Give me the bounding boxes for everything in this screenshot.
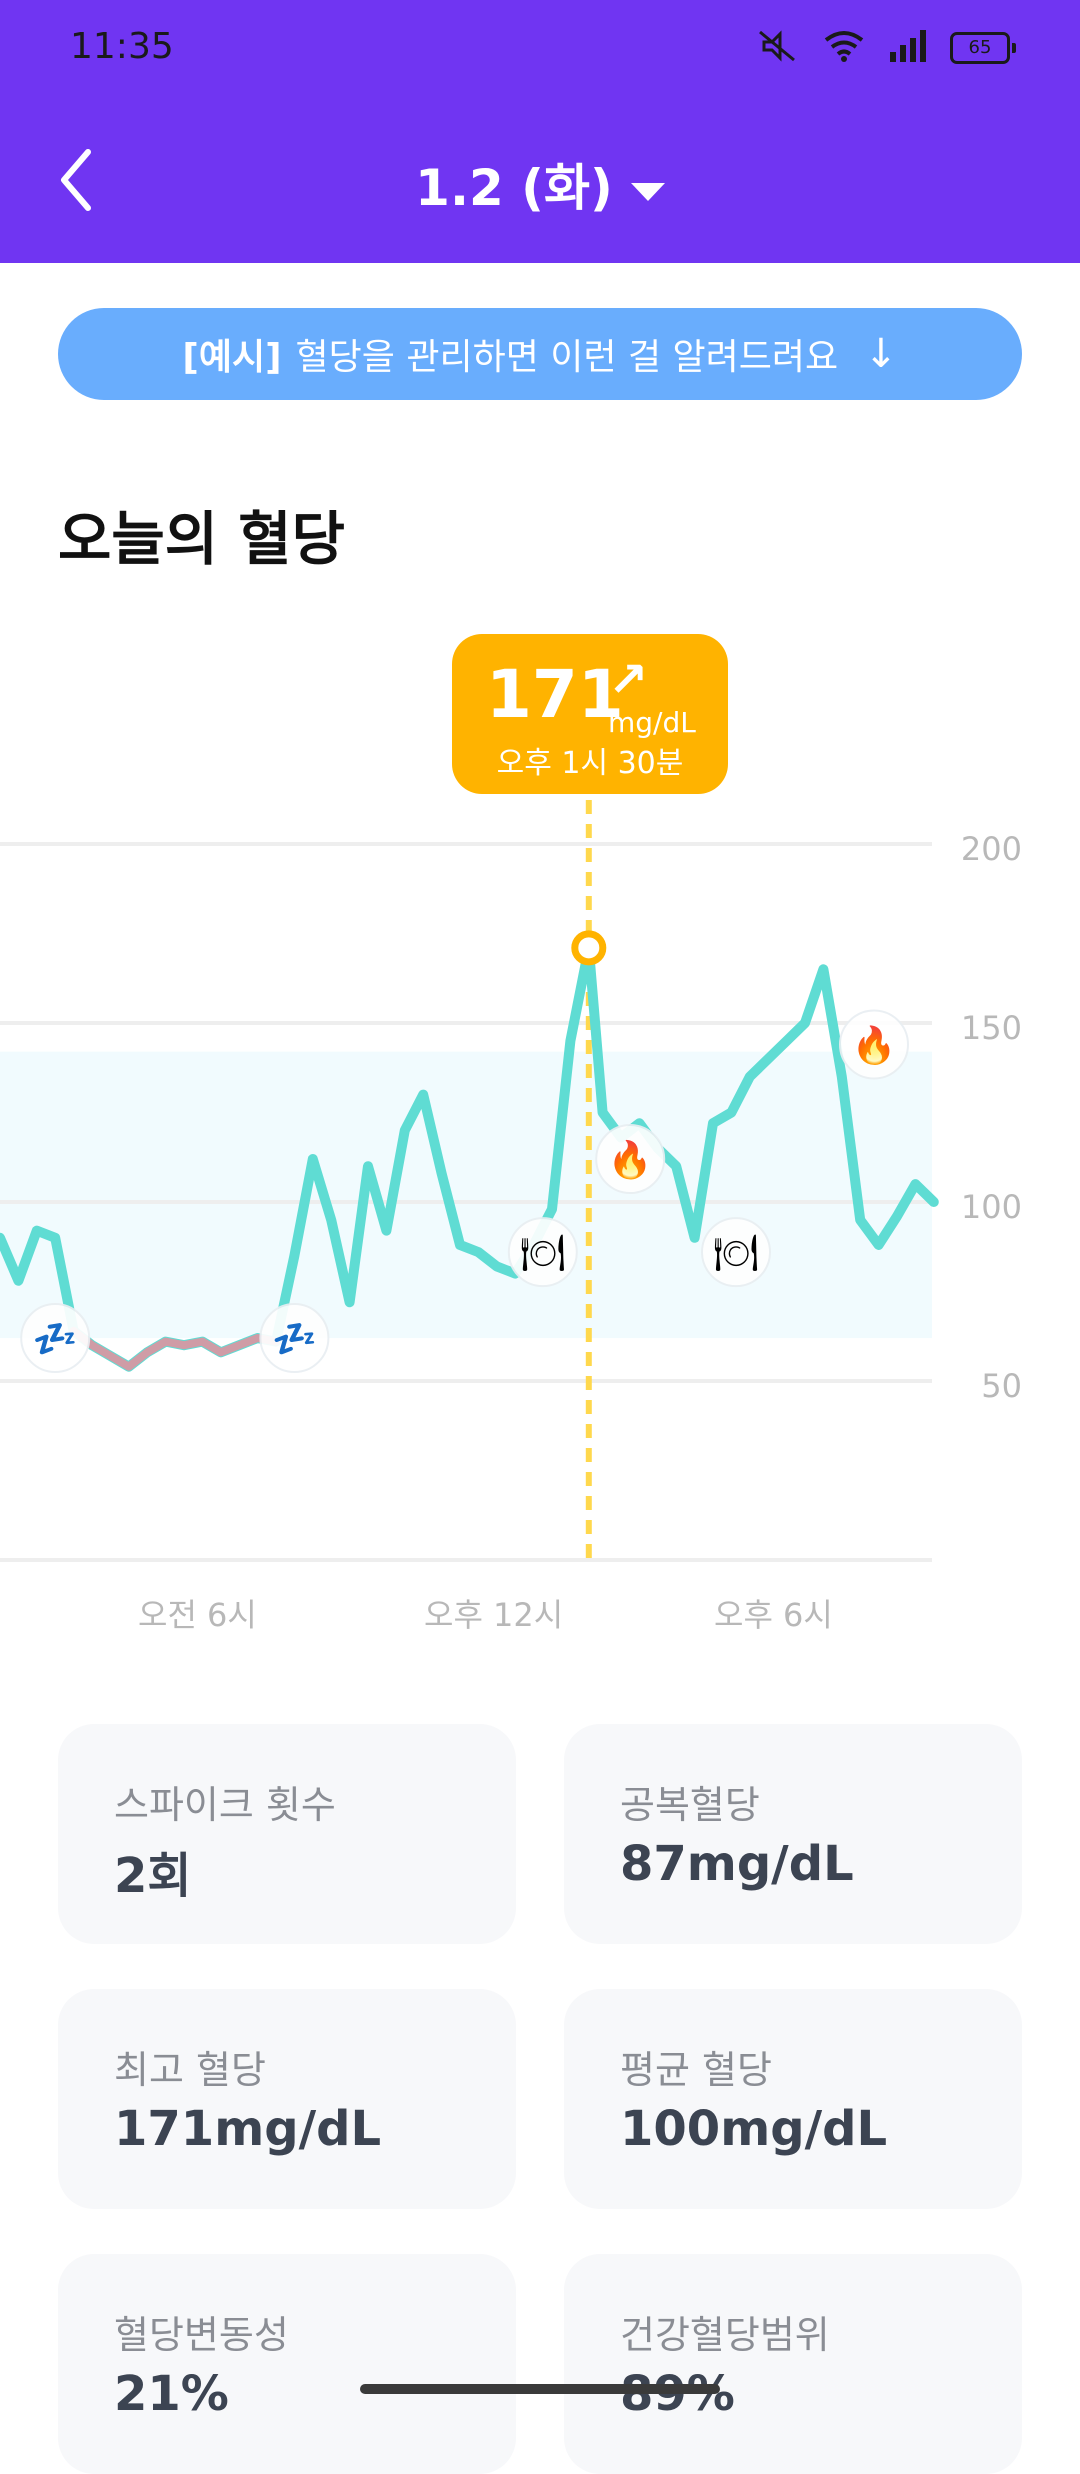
svg-text:🍽: 🍽 (520, 1233, 566, 1274)
meal-icon[interactable]: 🍽 (701, 1217, 771, 1288)
caret-down-icon (630, 182, 665, 201)
y-tick-label: 50 (981, 1367, 1022, 1405)
stat-value: 89% (620, 2366, 735, 2422)
low-segment-line (69, 1326, 280, 1371)
stat-label: 혈당변동성 (114, 2313, 289, 2357)
stat-card-max-glucose[interactable]: 최고 혈당 171mg/dL (58, 1989, 516, 2209)
svg-text:🍽: 🍽 (713, 1233, 759, 1274)
stat-value: 100mg/dL (620, 2101, 888, 2157)
app-header: 11:35 65 1.2 (화) (0, 0, 1080, 263)
stat-label: 건강혈당범위 (620, 2313, 830, 2357)
glucose-chart: 💤 💤 🍽 🔥 🍽 🔥 (0, 800, 939, 1562)
mute-icon (754, 26, 800, 70)
date-selector[interactable]: 1.2 (화) (0, 148, 1080, 220)
stat-label: 평균 혈당 (620, 2048, 772, 2092)
stat-card-variability[interactable]: 혈당변동성 21% (58, 2254, 516, 2474)
tooltip-unit: mg/dL (608, 706, 696, 739)
banner-tag: [예시] (182, 337, 282, 378)
wifi-icon (822, 28, 866, 68)
stat-card-time-in-range[interactable]: 건강혈당범위 89% (564, 2254, 1022, 2474)
svg-text:🔥: 🔥 (852, 1024, 897, 1066)
stat-value: 87mg/dL (620, 1836, 854, 1892)
flame-icon[interactable]: 🔥 (839, 1009, 909, 1080)
svg-text:🔥: 🔥 (608, 1139, 653, 1181)
signal-icon (888, 28, 928, 68)
example-banner[interactable]: [예시] 혈당을 관리하면 이런 걸 알려드려요 ↓ (58, 308, 1022, 400)
svg-text:💤: 💤 (272, 1319, 317, 1360)
status-icons: 65 (754, 26, 1016, 70)
x-tick-label: 오후 12시 (424, 1596, 564, 1634)
tooltip-value: 171 (486, 656, 624, 733)
arrow-down-icon: ↓ (864, 331, 898, 377)
y-tick-label: 200 (960, 830, 1022, 868)
battery-icon: 65 (950, 32, 1016, 64)
date-label: 1.2 (화) (415, 159, 613, 217)
meal-icon[interactable]: 🍽 (507, 1217, 578, 1288)
home-indicator[interactable] (360, 2384, 720, 2394)
status-time: 11:35 (70, 26, 174, 67)
svg-text:💤: 💤 (33, 1319, 78, 1360)
x-tick-label: 오전 6시 (138, 1596, 257, 1634)
stat-label: 공복혈당 (620, 1783, 760, 1827)
stat-value: 21% (114, 2366, 229, 2422)
sleep-icon[interactable]: 💤 (259, 1303, 330, 1374)
target-range-band (0, 1051, 932, 1339)
highlight-point[interactable] (571, 930, 607, 966)
stat-value: 171mg/dL (114, 2101, 382, 2157)
section-title: 오늘의 혈당 (58, 505, 345, 573)
back-button[interactable] (48, 140, 118, 220)
stat-label: 최고 혈당 (114, 2048, 266, 2092)
banner-text: 혈당을 관리하면 이런 걸 알려드려요 (295, 337, 839, 378)
stat-label: 스파이크 횟수 (114, 1783, 336, 1827)
sleep-icon[interactable]: 💤 (20, 1303, 91, 1374)
y-tick-label: 100 (960, 1188, 1022, 1226)
stat-card-fasting-glucose[interactable]: 공복혈당 87mg/dL (564, 1724, 1022, 1944)
glucose-tooltip: 171 ↗ mg/dL 오후 1시 30분 (452, 634, 728, 794)
flame-icon[interactable]: 🔥 (595, 1124, 666, 1195)
y-tick-label: 150 (960, 1009, 1022, 1047)
stat-value: 2회 (114, 1848, 192, 1904)
x-tick-label: 오후 6시 (714, 1596, 833, 1634)
stat-card-avg-glucose[interactable]: 평균 혈당 100mg/dL (564, 1989, 1022, 2209)
stat-card-spike-count[interactable]: 스파이크 횟수 2회 (58, 1724, 516, 1944)
trend-up-icon: ↗ (608, 652, 649, 708)
tooltip-time: 오후 1시 30분 (496, 746, 684, 781)
chevron-left-icon (61, 149, 91, 211)
